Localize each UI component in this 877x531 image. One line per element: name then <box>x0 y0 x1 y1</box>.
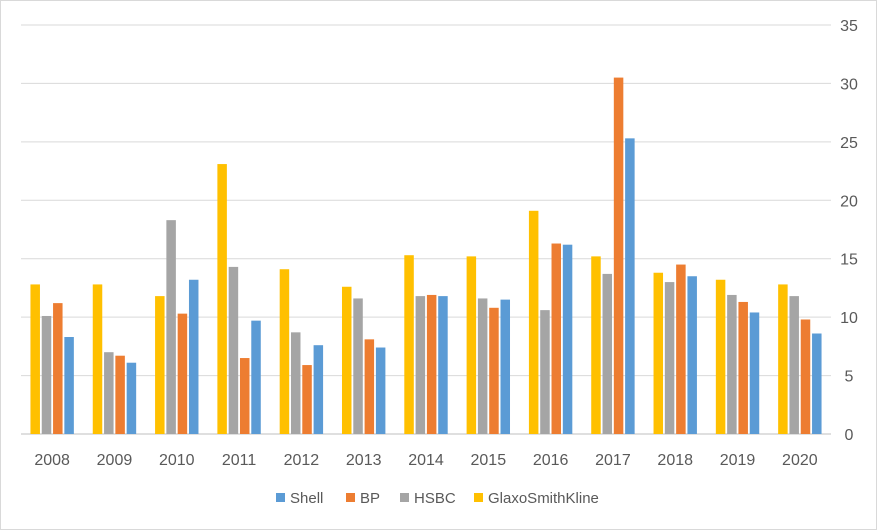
bar-shell <box>562 244 573 434</box>
bar-bp <box>239 358 250 434</box>
bar-bp <box>613 77 624 434</box>
bar-hsbc <box>41 315 52 434</box>
bar-glaxosmithkline <box>715 279 726 434</box>
bar-shell <box>749 312 760 434</box>
bar-hsbc <box>477 298 488 434</box>
bar-hsbc <box>789 296 799 434</box>
bar-shell <box>500 299 511 434</box>
bar-shell <box>64 337 74 434</box>
legend-swatch <box>346 493 355 502</box>
bar-shell <box>251 320 261 434</box>
bar-hsbc <box>602 273 613 434</box>
legend-swatch <box>400 493 409 502</box>
bar-hsbc <box>353 298 363 434</box>
legend-swatch <box>276 493 285 502</box>
x-tick-label: 2017 <box>595 452 631 469</box>
legend-label: BP <box>360 490 380 507</box>
y-tick-label: 5 <box>845 369 854 386</box>
x-tick-label: 2020 <box>782 452 818 469</box>
bar-hsbc <box>290 332 301 434</box>
x-tick-label: 2018 <box>657 452 693 469</box>
bar-hsbc <box>727 294 737 434</box>
bar-shell <box>625 138 635 434</box>
bar-glaxosmithkline <box>404 255 414 434</box>
bar-bp <box>551 243 562 434</box>
bar-glaxosmithkline <box>92 284 103 434</box>
bar-bp <box>426 294 437 434</box>
y-tick-label: 35 <box>840 18 858 35</box>
bar-glaxosmithkline <box>217 164 227 434</box>
x-tick-label: 2016 <box>533 452 569 469</box>
bar-shell <box>188 279 199 434</box>
bar-bp <box>53 303 63 434</box>
y-tick-label: 0 <box>845 427 854 444</box>
bar-bp <box>676 264 686 434</box>
y-tick-label: 20 <box>840 193 858 210</box>
bar-glaxosmithkline <box>591 256 601 434</box>
x-tick-label: 2009 <box>97 452 133 469</box>
bar-bp <box>489 307 499 434</box>
bar-glaxosmithkline <box>466 256 477 434</box>
bar-shell <box>438 296 448 434</box>
bar-bp <box>364 339 375 434</box>
legend-swatch <box>474 493 483 502</box>
bar-glaxosmithkline <box>341 286 352 434</box>
x-tick-label: 2008 <box>34 452 70 469</box>
bar-glaxosmithkline <box>778 284 788 434</box>
y-tick-label: 10 <box>840 310 858 327</box>
bar-hsbc <box>415 296 426 434</box>
bar-hsbc <box>540 310 550 434</box>
bar-bp <box>177 313 188 434</box>
x-tick-label: 2012 <box>284 452 320 469</box>
y-tick-label: 25 <box>840 135 858 152</box>
legend-label: GlaxoSmithKline <box>488 490 599 507</box>
bar-bp <box>115 355 125 434</box>
bar-shell <box>375 347 386 434</box>
bar-glaxosmithkline <box>279 269 290 434</box>
x-tick-label: 2011 <box>222 452 257 469</box>
x-tick-label: 2019 <box>720 452 756 469</box>
bar-shell <box>313 345 324 434</box>
bar-glaxosmithkline <box>155 296 165 434</box>
bar-glaxosmithkline <box>30 284 40 434</box>
bar-bp <box>800 319 811 434</box>
bar-hsbc <box>228 266 239 434</box>
bar-hsbc <box>104 352 114 434</box>
x-tick-label: 2013 <box>346 452 382 469</box>
legend-label: Shell <box>290 490 323 507</box>
bar-shell <box>126 362 137 434</box>
bar-hsbc <box>166 220 176 434</box>
bar-shell <box>812 333 822 434</box>
y-tick-label: 30 <box>840 76 858 93</box>
legend-label: HSBC <box>414 490 456 507</box>
bar-glaxosmithkline <box>653 272 664 434</box>
x-tick-label: 2010 <box>159 452 195 469</box>
x-tick-label: 2015 <box>471 452 507 469</box>
bar-shell <box>687 276 697 434</box>
bar-glaxosmithkline <box>528 210 539 434</box>
y-tick-label: 15 <box>840 252 858 269</box>
bar-bp <box>302 365 312 434</box>
x-tick-label: 2014 <box>408 452 444 469</box>
bar-hsbc <box>664 282 675 434</box>
bar-bp <box>738 301 748 434</box>
